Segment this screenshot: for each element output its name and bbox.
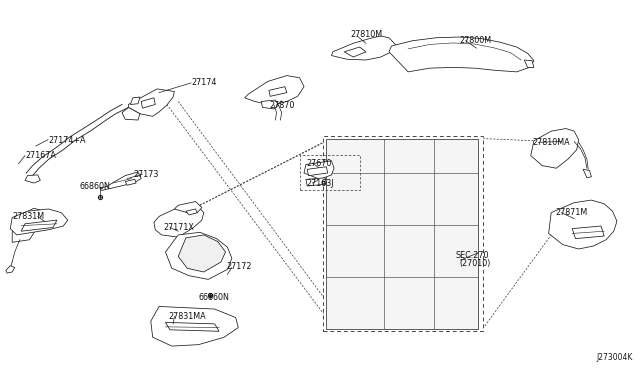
Polygon shape (306, 178, 326, 186)
Polygon shape (244, 76, 304, 105)
Polygon shape (531, 129, 579, 168)
Text: 27173: 27173 (134, 170, 159, 179)
Text: J273004K: J273004K (596, 353, 633, 362)
Polygon shape (186, 209, 197, 215)
Polygon shape (131, 97, 140, 105)
Bar (323, 136, 483, 331)
Polygon shape (10, 209, 68, 235)
Text: 27810M: 27810M (351, 30, 383, 39)
Polygon shape (122, 108, 140, 120)
Polygon shape (6, 266, 15, 273)
Polygon shape (154, 205, 204, 237)
Text: 27800M: 27800M (460, 36, 492, 45)
Text: 66860N: 66860N (80, 182, 111, 191)
Polygon shape (332, 36, 396, 60)
Text: 27167A: 27167A (25, 151, 56, 160)
Text: 27810MA: 27810MA (532, 138, 570, 147)
Text: (27010): (27010) (460, 259, 491, 268)
Polygon shape (151, 307, 238, 346)
Polygon shape (125, 179, 136, 185)
Polygon shape (174, 202, 202, 213)
Polygon shape (583, 169, 591, 178)
Polygon shape (304, 161, 334, 179)
Polygon shape (572, 226, 604, 238)
Text: 27831MA: 27831MA (168, 312, 205, 321)
Text: 27670: 27670 (306, 158, 332, 167)
Polygon shape (100, 172, 141, 190)
Text: 27174+A: 27174+A (48, 136, 86, 145)
Text: 27172: 27172 (226, 262, 252, 271)
Text: 27163J: 27163J (306, 179, 333, 187)
Polygon shape (524, 60, 534, 67)
Polygon shape (548, 200, 617, 249)
Polygon shape (166, 232, 232, 279)
Polygon shape (261, 100, 278, 109)
Polygon shape (307, 167, 328, 176)
Polygon shape (344, 47, 366, 57)
Polygon shape (25, 175, 40, 183)
Polygon shape (12, 208, 44, 242)
Text: 27831M: 27831M (12, 212, 44, 221)
Polygon shape (389, 37, 534, 72)
Polygon shape (129, 89, 174, 116)
Polygon shape (326, 138, 478, 329)
Polygon shape (178, 235, 225, 272)
Text: 27171X: 27171X (164, 223, 195, 232)
Polygon shape (269, 87, 287, 96)
Text: 27870: 27870 (269, 101, 294, 110)
Text: 66860N: 66860N (198, 294, 230, 302)
Polygon shape (166, 323, 219, 331)
Text: 27174: 27174 (191, 78, 216, 87)
Polygon shape (141, 98, 156, 108)
Text: 27871M: 27871M (555, 208, 588, 217)
Text: SEC.270: SEC.270 (456, 251, 489, 260)
Polygon shape (21, 220, 57, 231)
Bar (300, 155, 360, 190)
